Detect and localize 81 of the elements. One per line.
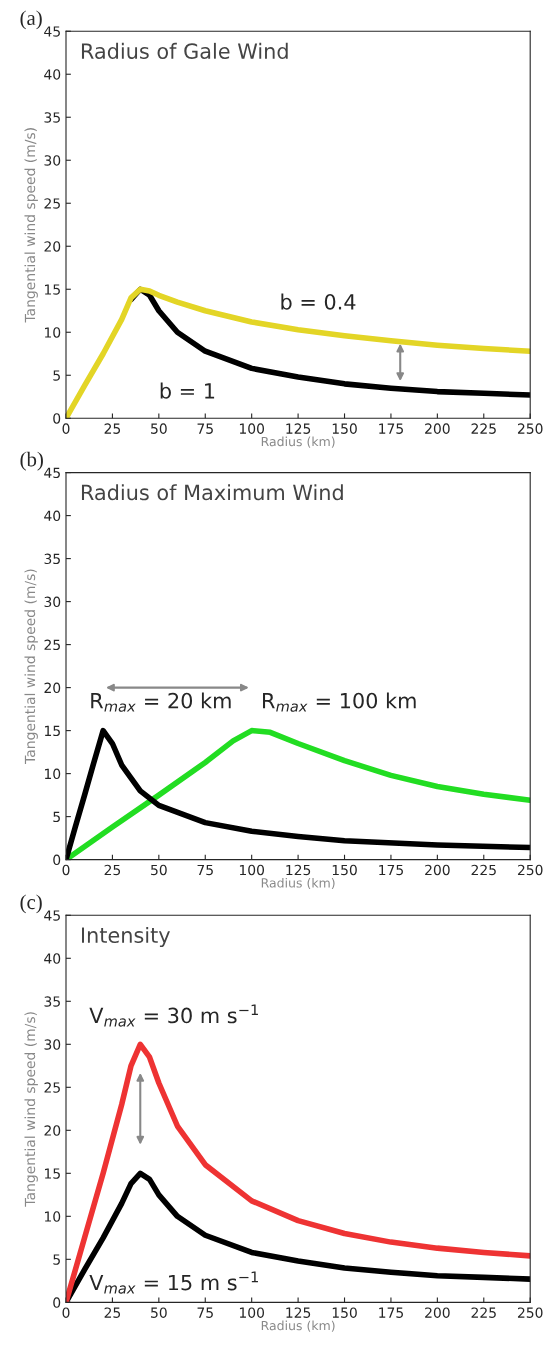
- y-tick-label: 35: [44, 553, 60, 565]
- y-tick-label: 45: [44, 910, 60, 921]
- x-tick-label: 150: [332, 864, 357, 876]
- x-axis-title: Radius (km): [261, 877, 335, 890]
- y-tick-label: 10: [44, 1211, 61, 1222]
- x-tick-label: 25: [104, 864, 121, 876]
- x-tick-label: 50: [151, 1307, 167, 1318]
- y-tick-label: 5: [53, 1254, 60, 1265]
- x-axis-title: Radius (km): [261, 436, 335, 448]
- y-tick-label: 25: [44, 1082, 60, 1093]
- x-tick-label: 175: [379, 864, 403, 876]
- x-tick-label: 200: [425, 864, 450, 876]
- x-tick-label: 175: [379, 423, 403, 434]
- y-tick-label: 5: [53, 811, 60, 823]
- x-tick-label: 150: [332, 1307, 357, 1318]
- x-tick-label: 125: [286, 423, 311, 434]
- y-tick-label: 35: [44, 112, 60, 123]
- x-tick-label: 100: [239, 1307, 265, 1318]
- x-tick-label: 0: [62, 423, 70, 434]
- y-tick-label: 45: [44, 26, 60, 37]
- y-tick-label: 20: [44, 682, 61, 694]
- y-tick-label: 15: [44, 284, 60, 295]
- y-tick-label: 30: [44, 155, 61, 166]
- annotation: V$_{max}$ = 30 m s$^{−1}$: [89, 1004, 258, 1027]
- annotation: V$_{max}$ = 15 m s$^{−1}$: [89, 1271, 258, 1294]
- y-tick-label: 30: [44, 596, 61, 608]
- x-tick-label: 0: [62, 864, 70, 876]
- y-axis-title: Tangential wind speed (m/s): [24, 128, 38, 323]
- x-tick-label: 0: [62, 1307, 70, 1318]
- y-tick-label: 40: [44, 953, 61, 964]
- chart-title: (c): [20, 894, 42, 914]
- y-tick-label: 15: [44, 1168, 60, 1179]
- y-tick-label: 45: [44, 467, 60, 479]
- x-tick-label: 75: [197, 423, 213, 434]
- x-tick-label: 225: [471, 1307, 496, 1318]
- y-tick-label: 0: [53, 413, 61, 424]
- x-tick-label: 250: [517, 1307, 543, 1318]
- x-tick-label: 125: [286, 1307, 311, 1318]
- x-tick-label: 225: [471, 864, 496, 876]
- y-tick-label: 10: [44, 768, 61, 780]
- x-tick-label: 100: [239, 423, 265, 434]
- x-tick-label: 50: [151, 864, 167, 876]
- y-tick-label: 30: [44, 1039, 61, 1050]
- y-tick-label: 0: [53, 854, 61, 866]
- x-axis-title: Radius (km): [261, 1320, 335, 1332]
- x-tick-label: 175: [379, 1307, 403, 1318]
- x-tick-label: 100: [239, 864, 265, 876]
- annotation: R$_{max}$ = 20 km: [91, 692, 231, 712]
- y-tick-label: 10: [44, 327, 61, 338]
- y-tick-label: 40: [44, 69, 61, 80]
- chart-title: (a): [20, 10, 42, 30]
- x-tick-label: 200: [425, 1307, 450, 1318]
- annotation: R$_{max}$ = 100 km: [263, 692, 416, 712]
- annotation: b = 1: [160, 382, 215, 399]
- y-tick-label: 40: [44, 510, 61, 522]
- annotation: b = 0.4: [281, 293, 356, 310]
- x-tick-label: 125: [286, 864, 311, 876]
- y-tick-label: 15: [44, 725, 60, 737]
- y-tick-label: 0: [53, 1297, 61, 1308]
- y-tick-label: 5: [53, 370, 60, 381]
- x-tick-label: 250: [517, 423, 543, 434]
- y-axis-title: Tangential wind speed (m/s): [24, 1012, 38, 1207]
- y-tick-label: 35: [44, 996, 60, 1007]
- y-tick-label: 20: [44, 241, 61, 252]
- y-tick-label: 20: [44, 1125, 61, 1136]
- x-tick-label: 250: [517, 864, 543, 876]
- chart-title: (b): [20, 451, 43, 471]
- x-tick-label: 75: [197, 864, 213, 876]
- x-tick-label: 50: [151, 423, 167, 434]
- x-tick-label: 150: [332, 423, 357, 434]
- y-axis-title: Tangential wind speed (m/s): [24, 569, 38, 764]
- x-tick-label: 25: [104, 423, 121, 434]
- y-tick-label: 25: [44, 198, 60, 209]
- x-tick-label: 25: [104, 1307, 121, 1318]
- chart-subtitle: Radius of Gale Wind: [81, 42, 288, 59]
- x-tick-label: 75: [197, 1307, 213, 1318]
- y-tick-label: 25: [44, 639, 60, 651]
- x-tick-label: 200: [425, 423, 450, 434]
- x-tick-label: 225: [471, 423, 496, 434]
- text: Intensity: [81, 926, 170, 948]
- chart-subtitle: Radius of Maximum Wind: [81, 484, 343, 501]
